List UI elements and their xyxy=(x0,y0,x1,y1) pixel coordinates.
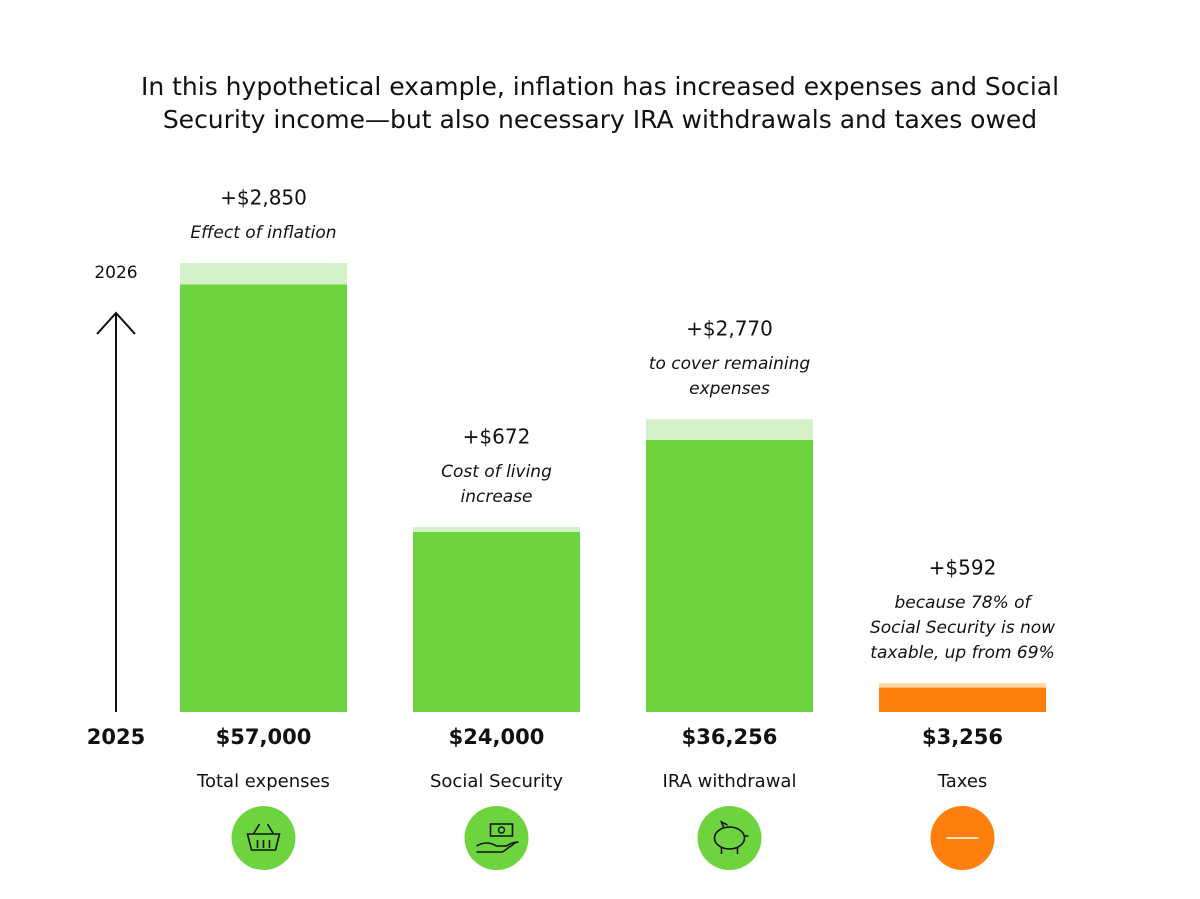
category-label: Taxes xyxy=(937,771,988,792)
annotation: expenses xyxy=(689,379,770,399)
annotation: Cost of living xyxy=(441,462,552,482)
value-label: $36,256 xyxy=(682,725,778,749)
increase-label: +$2,850 xyxy=(220,186,307,210)
axis-arrowhead xyxy=(96,311,136,335)
base-bar xyxy=(413,531,580,712)
increase-label: +$672 xyxy=(463,424,531,448)
increase-label: +$592 xyxy=(929,556,997,580)
increase-bar xyxy=(879,683,1046,688)
increase-bar xyxy=(646,419,813,441)
increase-bar xyxy=(180,263,347,285)
icon-circle xyxy=(231,806,296,870)
icon-coin xyxy=(497,826,506,834)
category-label: Social Security xyxy=(430,771,563,792)
base-bar xyxy=(180,284,347,712)
annotation: increase xyxy=(460,487,532,507)
category-icon xyxy=(464,806,529,870)
category-icon xyxy=(697,806,762,870)
category-label: IRA withdrawal xyxy=(663,771,797,792)
icon-circle xyxy=(464,806,529,870)
icon-piggy xyxy=(713,826,746,850)
icon-circle xyxy=(697,806,762,870)
category-label: Total expenses xyxy=(196,771,330,792)
chart-title: Security income—but also necessary IRA w… xyxy=(163,105,1037,134)
annotation: taxable, up from 69% xyxy=(870,643,1054,663)
annotation: Effect of inflation xyxy=(190,223,336,243)
chart-title: In this hypothetical example, inflation … xyxy=(141,72,1059,101)
icon-hand-cash xyxy=(476,823,519,853)
annotation: because 78% of xyxy=(894,593,1033,613)
value-label: $24,000 xyxy=(449,725,545,749)
icon-piggy-parts xyxy=(719,820,749,854)
annotation: to cover remaining xyxy=(649,354,811,374)
increase-label: +$2,770 xyxy=(686,317,773,341)
base-bar xyxy=(646,440,813,712)
value-label: $57,000 xyxy=(216,725,312,749)
category-icon xyxy=(231,806,296,870)
increase-bar xyxy=(413,526,580,532)
annotation: Social Security is now xyxy=(870,618,1055,638)
axis-start-label: 2025 xyxy=(87,725,145,749)
value-label: $3,256 xyxy=(922,725,1003,749)
base-bar xyxy=(879,687,1046,712)
category-icon xyxy=(930,806,995,870)
icon-basket xyxy=(246,823,281,851)
axis-end-label: 2026 xyxy=(94,263,137,283)
